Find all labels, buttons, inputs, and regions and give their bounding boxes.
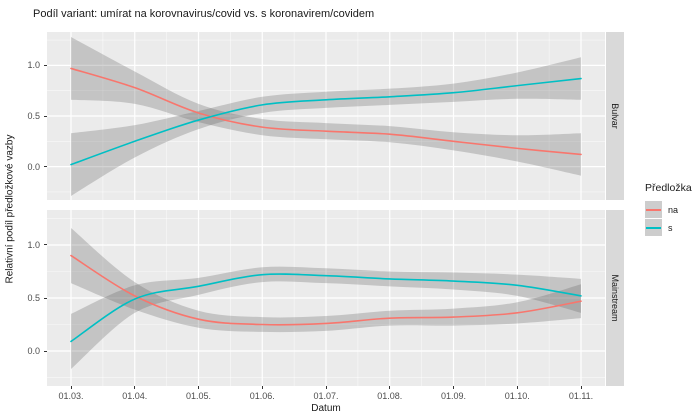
x-axis-title: Datum [311,403,341,414]
facet-strip-label: Mainstream [610,274,620,322]
y-tick-label: 0.5 [27,111,40,121]
x-tick-label: 01.07. [313,391,339,401]
y-tick-label: 1.0 [27,60,40,71]
chart-title: Podíl variant: umírat na korovnavirus/co… [33,8,375,20]
x-tick-mark [580,386,582,389]
x-tick-label: 01.09. [440,391,467,401]
x-tick-mark [516,386,518,389]
legend-key-line [646,208,661,211]
legend-items: na s [645,201,692,236]
facet-strip-mainstream: Mainstream [606,210,624,386]
y-tick-mark [44,166,47,168]
x-tick-mark [134,386,136,389]
y-tick-mark [44,115,47,117]
x-tick-mark [453,386,454,389]
legend-item-na: na [645,201,692,218]
x-tick-label: 01.04. [122,391,148,401]
x-tick-label: 01.10. [504,391,530,401]
legend-item-s: s [645,219,692,236]
legend-label: s [668,222,673,233]
x-tick-label: 01.08. [377,391,403,401]
facet-plot-svg [47,210,605,386]
y-axis-title: Relativní podíl předložkové vazby [4,134,16,284]
facet-panel-mainstream [47,210,605,386]
facet-strip-bulvar: Bulvar [606,32,624,200]
trend-line-na [70,67,582,156]
y-tick-mark [44,244,47,246]
facet-strip-label: Bulvar [610,103,620,129]
legend-title: Předložka [645,182,692,194]
x-tick-mark [389,386,391,389]
x-tick-label: 01.03. [58,391,84,401]
confidence-ribbon-na [71,228,581,333]
legend-key-icon [645,201,662,218]
legend-key-line [646,226,661,229]
y-tick-mark [44,64,47,66]
legend: Předložka na s [645,182,692,237]
facet-panel-bulvar [47,32,605,200]
y-tick-label: 1.0 [27,239,40,250]
x-tick-mark [70,386,72,389]
confidence-ribbon-s [71,266,581,370]
trend-line-na [70,254,582,326]
x-tick-label: 01.11. [568,391,594,401]
legend-key-icon [645,219,662,236]
x-tick-mark [325,386,327,389]
x-tick-label: 01.05. [185,391,212,401]
trend-line-s [70,77,582,166]
x-tick-mark [198,386,199,389]
trend-line-s [70,273,582,343]
y-tick-mark [44,297,47,299]
legend-label: na [668,204,679,215]
y-tick-label: 0.0 [27,161,40,172]
y-tick-mark [44,350,47,352]
x-tick-mark [261,386,263,389]
facet-plot-svg [47,32,605,200]
x-tick-label: 01.06. [249,391,275,401]
y-tick-label: 0.0 [27,346,40,356]
y-tick-label: 0.5 [27,293,40,303]
